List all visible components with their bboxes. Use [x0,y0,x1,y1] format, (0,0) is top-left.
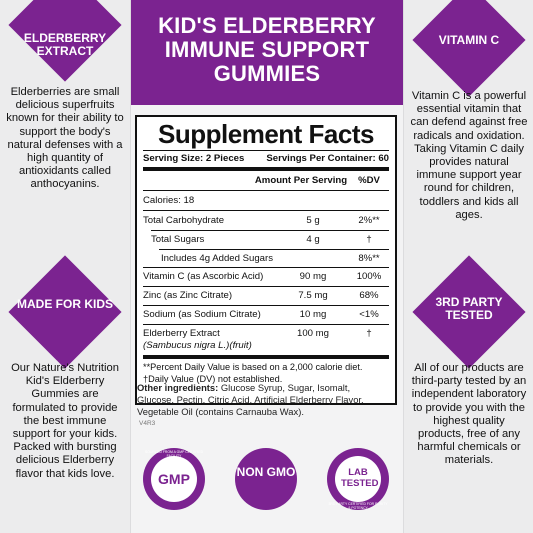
elderberry-description: Elderberries are small delicious superfr… [6,86,124,191]
ingredients-list: Glucose Syrup, Sugar, Isomalt, Glucose, … [137,382,364,417]
divider [143,267,389,268]
row-dv: 2%** [358,215,380,226]
row-dv: <1% [359,309,379,320]
gmp-seal: GMP SOURCED FROM A GMP CERTIFIED FACILIT… [143,448,205,510]
elderberry-latin-name: (Sambucus nigra L.)(fruit) [143,340,252,351]
row-label: Calories: 18 [143,195,195,206]
row-label: Vitamin C (as Ascorbic Acid) [143,271,264,282]
badge-diamond [412,0,526,97]
ingredients-label: Other ingredients: [137,382,219,393]
non-gmo-label: NON GMO [236,465,296,479]
row-dv: 8%** [358,253,380,264]
row-amount: 10 mg [299,309,327,320]
lab-tested-label: LAB TESTED [341,467,379,489]
row-amount: 4 g [306,234,320,245]
row-amount: 100 mg [297,328,329,339]
lab-ring-text: 3RD PARTY CERTIFIED FOR PURITY & POTENCY [328,502,388,510]
gmp-label: GMP [158,471,190,487]
center-panel: KID'S ELDERBERRY IMMUNE SUPPORT GUMMIES … [131,0,403,533]
non-gmo-seal: NON GMO [235,448,297,510]
supplement-facts-panel: Supplement Facts Serving Size: 2 Pieces … [135,115,397,405]
seal-center [151,456,197,502]
divider [143,324,389,325]
row-dv: 100% [356,271,382,282]
kids-description: Our Nature's Nutrition Kid's Elderberry … [11,362,119,480]
divider [143,190,389,191]
row-amount: 90 mg [299,271,327,282]
row-label: Zinc (as Zinc Citrate) [143,290,233,301]
badge-diamond [8,255,122,369]
right-column: VITAMIN C Vitamin C is a powerful essent… [403,0,533,533]
footnote-not-established: †Daily Value (DV) not established. [143,374,283,384]
divider-thick [143,355,389,359]
row-label: Total Carbohydrate [143,215,225,226]
vitamin-c-description: Vitamin C is a powerful essential vitami… [410,90,528,221]
third-party-description: All of our products are third-party test… [411,362,527,467]
badge-vitamin-c: VITAMIN C [438,33,500,47]
col-dv-header: %DV [358,175,380,186]
divider [151,230,389,231]
version-code: V4R3 [139,420,156,427]
other-ingredients: Other ingredients: Glucose Syrup, Sugar,… [137,382,387,418]
serving-size: Serving Size: 2 Pieces [143,153,245,164]
row-dv: † [366,234,372,245]
gmp-ring-text: SOURCED FROM A GMP CERTIFIED FACILITY [144,450,204,458]
seal-center [335,456,381,502]
row-label: Total Sugars [151,234,205,245]
servings-per-container: Servings Per Container: 60 [266,153,389,164]
row-dv: 68% [359,290,379,301]
row-label: Includes 4g Added Sugars [161,253,274,264]
badge-elderberry-extract: ELDERBERRY EXTRACT [23,31,107,58]
product-header: KID'S ELDERBERRY IMMUNE SUPPORT GUMMIES [131,0,403,105]
divider [143,286,389,287]
lab-tested-seal: LAB TESTED 3RD PARTY CERTIFIED FOR PURIT… [327,448,389,510]
supplement-facts-title: Supplement Facts [158,119,374,149]
row-amount: 5 g [306,215,320,226]
row-dv: † [366,328,372,339]
col-amount-header: Amount Per Serving [254,175,348,186]
row-amount: 7.5 mg [298,290,328,301]
left-column: ELDERBERRY EXTRACT Elderberries are smal… [0,0,131,533]
row-label: Elderberry Extract [143,328,220,339]
row-label: Sodium (as Sodium Citrate) [143,309,261,320]
divider [143,210,389,211]
divider [143,305,389,306]
badge-made-for-kids: MADE FOR KIDS [17,297,113,311]
divider [159,249,389,250]
divider [143,150,389,151]
footnote-dv: **Percent Daily Value is based on a 2,00… [143,362,363,372]
badge-third-party-tested: 3RD PARTY TESTED [435,295,503,322]
product-title: KID'S ELDERBERRY IMMUNE SUPPORT GUMMIES [158,13,376,86]
divider-thick [143,167,389,171]
